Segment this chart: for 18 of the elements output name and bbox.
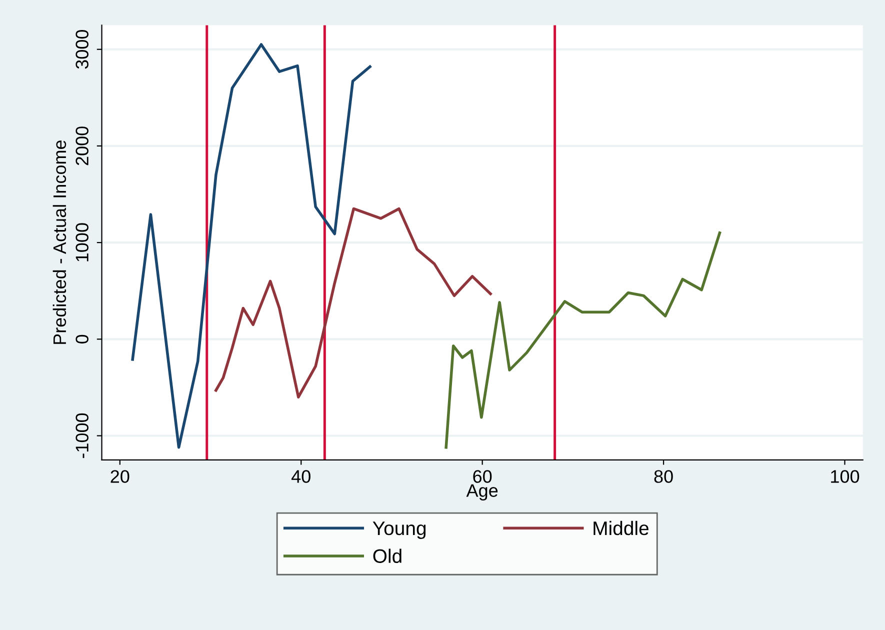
legend-label: Old xyxy=(373,548,402,563)
line-series xyxy=(444,232,722,449)
x-tick-label: 60 xyxy=(473,470,492,483)
y-tick-label: 1000 xyxy=(76,223,88,262)
y-axis-title: Predicted - Actual Income xyxy=(52,140,66,344)
legend-label: Young xyxy=(372,522,426,539)
x-tick-label: 40 xyxy=(291,470,310,483)
line-series xyxy=(131,43,372,449)
y-tick-label: 2000 xyxy=(76,126,88,166)
legend-label: Middle xyxy=(594,520,648,536)
x-tick-label: 80 xyxy=(654,470,673,483)
line-series xyxy=(214,207,492,398)
x-axis-title: Age xyxy=(466,484,498,501)
y-tick-label: 3000 xyxy=(76,30,88,69)
y-tick-label: -1000 xyxy=(76,413,88,458)
x-tick-label: 100 xyxy=(831,470,860,483)
x-tick-label: 20 xyxy=(110,470,130,483)
y-tick-label: 0 xyxy=(76,334,88,344)
